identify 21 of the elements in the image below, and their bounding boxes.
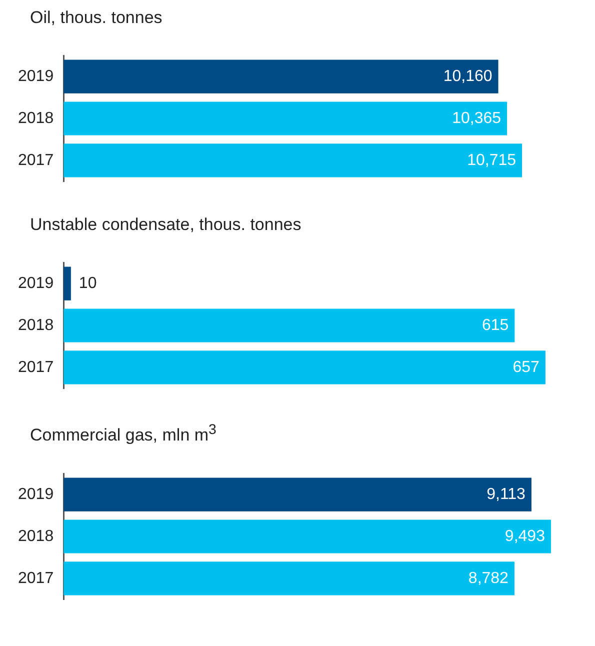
y-tick-label: 2019 — [18, 274, 54, 292]
data-label: 657 — [512, 358, 540, 376]
data-label: 10 — [78, 274, 97, 292]
y-tick-label: 2019 — [18, 68, 54, 85]
data-label: 10,715 — [467, 152, 516, 169]
data-label: 8,782 — [468, 569, 509, 586]
y-tick-label: 2018 — [18, 528, 54, 545]
data-label: 10,160 — [443, 68, 492, 85]
chart-title: Unstable condensate, thous. tonnes — [30, 215, 302, 235]
y-tick-label: 2017 — [18, 152, 54, 169]
data-label: 9,493 — [504, 528, 546, 545]
data-label: 9,113 — [486, 486, 526, 503]
data-label: 10,365 — [452, 110, 502, 127]
y-tick-label: 2018 — [18, 316, 54, 334]
y-tick-label: 2017 — [18, 358, 54, 376]
chart-title: Commercial gas, mln m$^{3}$ — [30, 422, 218, 446]
y-tick-label: 2019 — [18, 486, 54, 503]
y-tick-label: 2018 — [18, 110, 54, 127]
y-tick-label: 2017 — [18, 569, 54, 586]
chart-title: Oil, thous. tonnes — [30, 8, 164, 28]
data-label: 615 — [482, 316, 509, 334]
